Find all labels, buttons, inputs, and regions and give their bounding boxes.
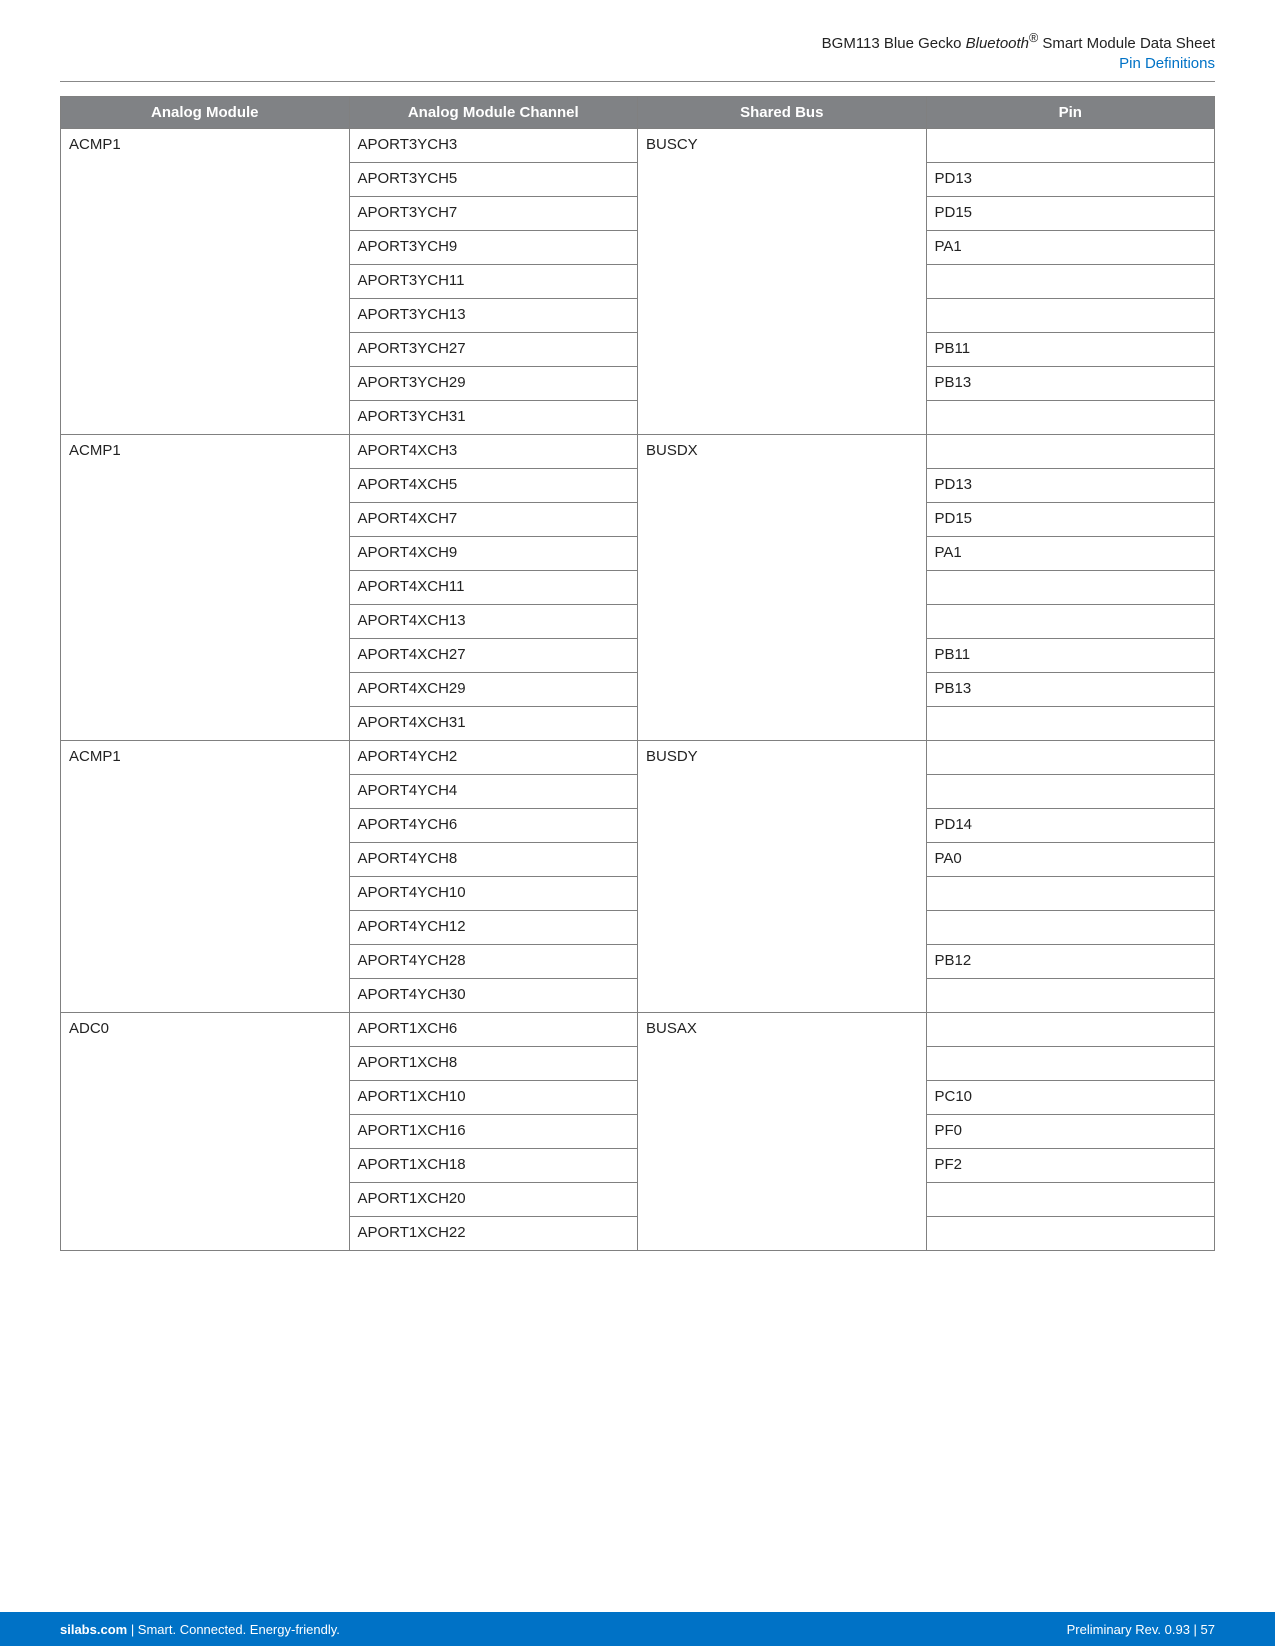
pin-cell bbox=[926, 1012, 1215, 1046]
pin-cell: PB11 bbox=[926, 332, 1215, 366]
pin-cell bbox=[926, 128, 1215, 162]
shared-bus-cell: BUSCY bbox=[638, 128, 927, 434]
analog-module-channel-cell: APORT1XCH20 bbox=[349, 1182, 638, 1216]
pin-cell: PC10 bbox=[926, 1080, 1215, 1114]
analog-module-cell: ACMP1 bbox=[61, 740, 350, 1012]
footer-left-bold: silabs.com bbox=[60, 1622, 127, 1637]
pin-cell: PD15 bbox=[926, 196, 1215, 230]
pin-cell bbox=[926, 706, 1215, 740]
header-title-em: Bluetooth bbox=[966, 35, 1029, 52]
pin-cell bbox=[926, 1182, 1215, 1216]
pin-cell bbox=[926, 1216, 1215, 1250]
pin-cell bbox=[926, 264, 1215, 298]
analog-module-cell: ACMP1 bbox=[61, 128, 350, 434]
pin-cell bbox=[926, 434, 1215, 468]
shared-bus-cell: BUSAX bbox=[638, 1012, 927, 1250]
page: BGM113 Blue Gecko Bluetooth® Smart Modul… bbox=[0, 0, 1275, 1646]
analog-module-channel-cell: APORT4XCH7 bbox=[349, 502, 638, 536]
pin-cell: PB11 bbox=[926, 638, 1215, 672]
pin-cell bbox=[926, 298, 1215, 332]
shared-bus-cell: BUSDX bbox=[638, 434, 927, 740]
table-header-cell: Pin bbox=[926, 96, 1215, 128]
table-header-row: Analog ModuleAnalog Module ChannelShared… bbox=[61, 96, 1215, 128]
pin-cell bbox=[926, 400, 1215, 434]
analog-module-channel-cell: APORT1XCH16 bbox=[349, 1114, 638, 1148]
footer-left-rest: | Smart. Connected. Energy-friendly. bbox=[127, 1622, 340, 1637]
table-header-cell: Shared Bus bbox=[638, 96, 927, 128]
analog-module-channel-cell: APORT3YCH13 bbox=[349, 298, 638, 332]
analog-module-channel-cell: APORT4XCH31 bbox=[349, 706, 638, 740]
pin-cell: PA0 bbox=[926, 842, 1215, 876]
pin-cell: PA1 bbox=[926, 536, 1215, 570]
analog-module-channel-cell: APORT4YCH8 bbox=[349, 842, 638, 876]
footer-left: silabs.com | Smart. Connected. Energy-fr… bbox=[60, 1622, 340, 1637]
analog-module-channel-cell: APORT4YCH6 bbox=[349, 808, 638, 842]
table-row: ACMP1APORT4XCH3BUSDX bbox=[61, 434, 1215, 468]
analog-module-channel-cell: APORT4XCH9 bbox=[349, 536, 638, 570]
analog-module-channel-cell: APORT3YCH3 bbox=[349, 128, 638, 162]
pin-cell bbox=[926, 570, 1215, 604]
pin-cell: PD13 bbox=[926, 468, 1215, 502]
footer-right: Preliminary Rev. 0.93 | 57 bbox=[1067, 1622, 1215, 1637]
analog-module-channel-cell: APORT4YCH30 bbox=[349, 978, 638, 1012]
analog-module-channel-cell: APORT3YCH29 bbox=[349, 366, 638, 400]
analog-module-channel-cell: APORT4XCH29 bbox=[349, 672, 638, 706]
pin-cell: PD14 bbox=[926, 808, 1215, 842]
analog-module-channel-cell: APORT3YCH9 bbox=[349, 230, 638, 264]
analog-module-channel-cell: APORT4XCH13 bbox=[349, 604, 638, 638]
pin-cell: PB12 bbox=[926, 944, 1215, 978]
pin-cell: PF0 bbox=[926, 1114, 1215, 1148]
header-rule bbox=[60, 81, 1215, 82]
footer-bar: silabs.com | Smart. Connected. Energy-fr… bbox=[0, 1612, 1275, 1646]
table-row: ACMP1APORT3YCH3BUSCY bbox=[61, 128, 1215, 162]
pin-cell: PA1 bbox=[926, 230, 1215, 264]
analog-module-channel-cell: APORT1XCH18 bbox=[349, 1148, 638, 1182]
analog-module-channel-cell: APORT1XCH22 bbox=[349, 1216, 638, 1250]
analog-module-cell: ADC0 bbox=[61, 1012, 350, 1250]
analog-module-channel-cell: APORT4XCH27 bbox=[349, 638, 638, 672]
pin-cell: PD15 bbox=[926, 502, 1215, 536]
analog-module-channel-cell: APORT4YCH4 bbox=[349, 774, 638, 808]
shared-bus-cell: BUSDY bbox=[638, 740, 927, 1012]
analog-module-channel-cell: APORT3YCH5 bbox=[349, 162, 638, 196]
header-title-prefix: BGM113 Blue Gecko bbox=[822, 35, 966, 52]
analog-module-channel-cell: APORT4XCH11 bbox=[349, 570, 638, 604]
analog-module-channel-cell: APORT4YCH28 bbox=[349, 944, 638, 978]
table-row: ADC0APORT1XCH6BUSAX bbox=[61, 1012, 1215, 1046]
analog-module-channel-cell: APORT4YCH10 bbox=[349, 876, 638, 910]
analog-module-cell: ACMP1 bbox=[61, 434, 350, 740]
analog-module-channel-cell: APORT3YCH11 bbox=[349, 264, 638, 298]
pin-cell bbox=[926, 740, 1215, 774]
header-title-suffix: Smart Module Data Sheet bbox=[1038, 35, 1215, 52]
analog-module-channel-cell: APORT1XCH10 bbox=[349, 1080, 638, 1114]
pin-definitions-table: Analog ModuleAnalog Module ChannelShared… bbox=[60, 96, 1215, 1251]
header-subtitle: Pin Definitions bbox=[1119, 55, 1215, 72]
pin-cell bbox=[926, 1046, 1215, 1080]
pin-cell bbox=[926, 910, 1215, 944]
pin-cell: PF2 bbox=[926, 1148, 1215, 1182]
analog-module-channel-cell: APORT1XCH8 bbox=[349, 1046, 638, 1080]
analog-module-channel-cell: APORT4XCH5 bbox=[349, 468, 638, 502]
table-header-cell: Analog Module Channel bbox=[349, 96, 638, 128]
pin-cell: PD13 bbox=[926, 162, 1215, 196]
pin-cell bbox=[926, 774, 1215, 808]
analog-module-channel-cell: APORT4YCH12 bbox=[349, 910, 638, 944]
analog-module-channel-cell: APORT4YCH2 bbox=[349, 740, 638, 774]
analog-module-channel-cell: APORT3YCH31 bbox=[349, 400, 638, 434]
analog-module-channel-cell: APORT4XCH3 bbox=[349, 434, 638, 468]
table-header-cell: Analog Module bbox=[61, 96, 350, 128]
pin-cell: PB13 bbox=[926, 366, 1215, 400]
analog-module-channel-cell: APORT3YCH27 bbox=[349, 332, 638, 366]
pin-cell bbox=[926, 604, 1215, 638]
page-header: BGM113 Blue Gecko Bluetooth® Smart Modul… bbox=[60, 30, 1215, 75]
analog-module-channel-cell: APORT3YCH7 bbox=[349, 196, 638, 230]
analog-module-channel-cell: APORT1XCH6 bbox=[349, 1012, 638, 1046]
pin-cell bbox=[926, 978, 1215, 1012]
pin-cell: PB13 bbox=[926, 672, 1215, 706]
header-title-reg: ® bbox=[1029, 31, 1038, 45]
table-row: ACMP1APORT4YCH2BUSDY bbox=[61, 740, 1215, 774]
pin-cell bbox=[926, 876, 1215, 910]
